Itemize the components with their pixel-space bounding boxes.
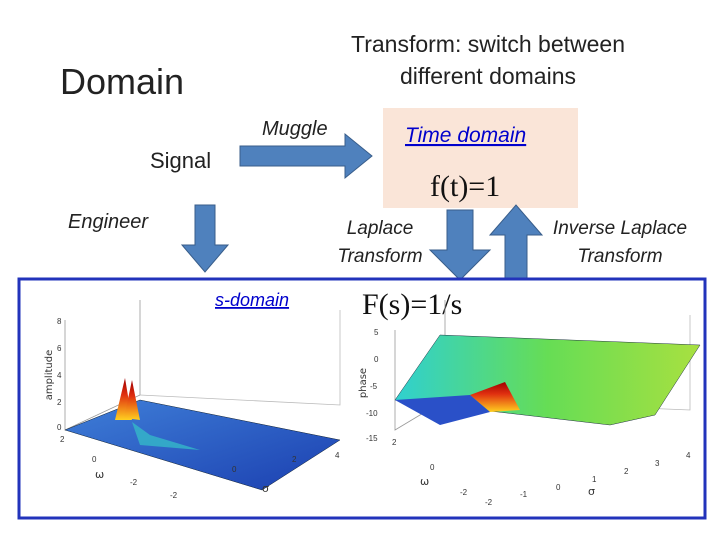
time-formula: f(t)=1: [430, 170, 500, 203]
tick-label: 4: [57, 371, 62, 380]
tick-label: 2: [292, 455, 297, 464]
s-formula: F(s)=1/s: [362, 288, 462, 321]
muggle-label: Muggle: [262, 118, 328, 140]
tick-label: 2: [624, 467, 629, 476]
arrow: [180, 204, 230, 273]
tick-label: 0: [430, 463, 435, 472]
phase-plot: 5 0 -5 -10 -15 phase 2 0 -2 ω -2 -1 0 1 …: [358, 300, 701, 507]
axis-label: σ: [262, 482, 269, 495]
tick-label: -1: [520, 490, 528, 499]
inverse-laplace-label: Transform: [577, 246, 662, 267]
tick-label: -2: [460, 488, 468, 497]
axis-label: σ: [588, 485, 595, 498]
axis-frame: [139, 310, 341, 406]
tick-label: 0: [232, 465, 237, 474]
tick-label: 8: [57, 317, 62, 326]
engineer-label: Engineer: [68, 211, 149, 233]
tick-label: 5: [374, 328, 379, 337]
tick-label: -2: [485, 498, 493, 507]
tick-label: 0: [92, 455, 97, 464]
tick-label: 4: [335, 451, 340, 460]
surface: [64, 399, 341, 491]
axis-label: phase: [358, 368, 369, 398]
laplace-label: Laplace: [347, 218, 414, 239]
axis-frame: [64, 300, 141, 431]
arrow: [488, 204, 544, 281]
arrow: [239, 132, 373, 180]
surface-detail: [470, 382, 520, 412]
slide-title: Domain: [60, 61, 184, 102]
tick-label: 3: [655, 459, 660, 468]
amplitude-plot: 8 6 4 2 0 amplitude 2 0 -2 ω -2 0 2 4 σ: [44, 300, 341, 500]
tick-label: 6: [57, 344, 62, 353]
tick-label: 0: [556, 483, 561, 492]
axis-label: amplitude: [44, 350, 55, 401]
tick-label: 2: [392, 438, 397, 447]
tick-label: 2: [57, 398, 62, 407]
tick-label: -2: [170, 491, 178, 500]
signal-label: Signal: [150, 148, 211, 173]
tick-label: -10: [366, 409, 378, 418]
transform-note: different domains: [400, 63, 576, 89]
tick-label: -2: [130, 478, 138, 487]
tick-label: 2: [60, 435, 65, 444]
axis-label: ω: [420, 475, 429, 488]
tick-label: -5: [370, 382, 378, 391]
tick-label: 4: [686, 451, 691, 460]
arrow: [428, 209, 492, 281]
time-box: [383, 108, 578, 208]
inverse-laplace-label: Inverse Laplace: [553, 218, 687, 239]
tick-label: -15: [366, 434, 378, 443]
tick-label: 0: [374, 355, 379, 364]
axis-label: ω: [95, 468, 104, 481]
surface-detail: [395, 395, 490, 425]
surface-peak: [124, 380, 140, 420]
tick-label: 0: [57, 423, 62, 432]
s-domain-label: s-domain: [215, 290, 289, 310]
laplace-label: Transform: [337, 246, 422, 267]
time-domain-label: Time domain: [405, 124, 526, 147]
tick-label: 1: [592, 475, 597, 484]
surface-detail: [132, 422, 200, 450]
transform-note: Transform: switch between: [351, 31, 625, 57]
